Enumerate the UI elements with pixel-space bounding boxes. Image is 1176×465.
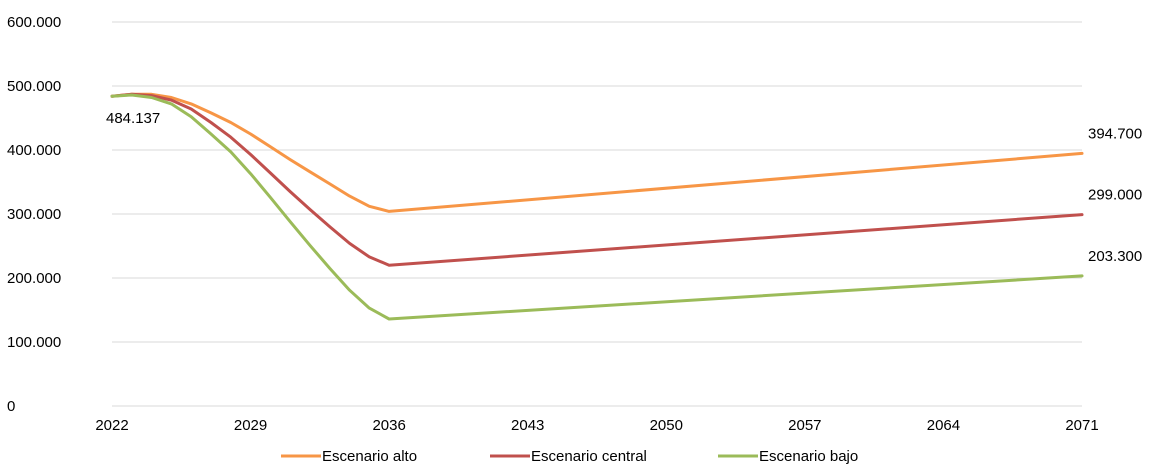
legend-label: Escenario alto: [322, 448, 417, 465]
y-axis-ticks: 0 100.000 200.000 300.000 400.000 500.000 600.…: [7, 14, 61, 415]
y-tick-label: 200.000: [7, 270, 61, 287]
legend-label: Escenario bajo: [759, 448, 858, 465]
x-tick-label: 2043: [511, 417, 544, 434]
x-tick-label: 2036: [372, 417, 405, 434]
series-line: [110, 92, 1084, 267]
data-label: 394.700: [1088, 125, 1142, 142]
data-label: 203.300: [1088, 248, 1142, 265]
legend-label: Escenario central: [531, 448, 647, 465]
data-label: 299.000: [1088, 187, 1142, 204]
x-tick-label: 2022: [95, 417, 128, 434]
x-tick-label: 2071: [1065, 417, 1098, 434]
x-tick-label: 2057: [788, 417, 821, 434]
y-tick-label: 600.000: [7, 14, 61, 31]
series-line: [110, 92, 1084, 213]
y-tick-label: 0: [7, 398, 15, 415]
data-annotations: 484.137 394.700 299.000 203.300: [106, 110, 1142, 265]
x-tick-label: 2029: [234, 417, 267, 434]
x-tick-label: 2050: [650, 417, 683, 434]
y-tick-label: 100.000: [7, 334, 61, 351]
x-axis-ticks: 2022 2029 2036 2043 2050 2057 2064 2071: [95, 417, 1098, 434]
series-lines: [110, 92, 1084, 321]
legend: Escenario alto Escenario central Escenario…: [281, 448, 858, 465]
y-tick-label: 500.000: [7, 78, 61, 95]
series-line: [110, 93, 1084, 321]
y-tick-label: 400.000: [7, 142, 61, 159]
data-label: 484.137: [106, 110, 160, 127]
x-tick-label: 2064: [927, 417, 960, 434]
y-tick-label: 300.000: [7, 206, 61, 223]
